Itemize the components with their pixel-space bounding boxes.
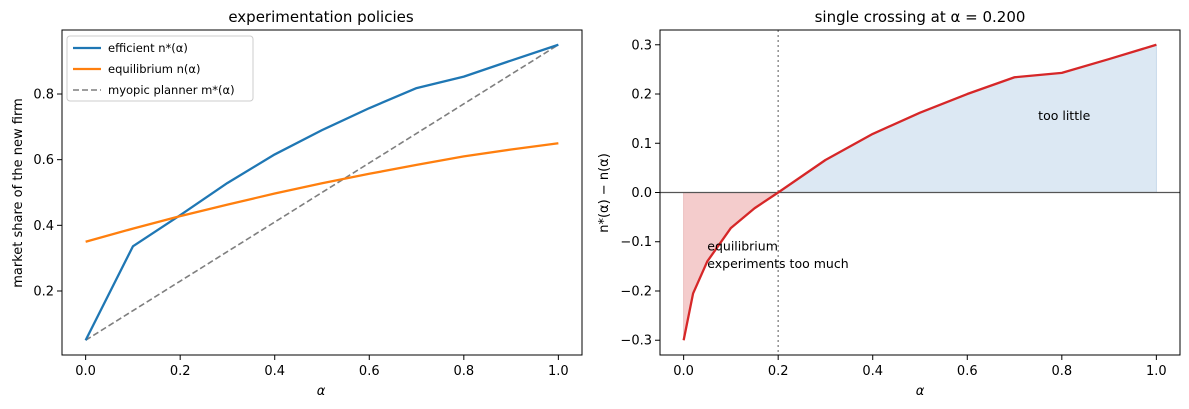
- data-point: [824, 158, 827, 161]
- chart-left-x-axis: 0.0 0.2 0.4 0.6 0.8 1.0: [75, 355, 569, 379]
- annotation-0: too little: [1038, 108, 1090, 123]
- chart-right-y-tick-label: 0.1: [631, 137, 652, 152]
- data-point-1: [509, 148, 512, 151]
- chart-right-annotations: too little equilibrium experiments too muc…: [707, 108, 1090, 271]
- annotation-2: experiments too much: [707, 256, 848, 271]
- data-point-1: [131, 227, 134, 230]
- chart-right-y-label: n*(α) − n(α): [597, 153, 612, 233]
- chart-right-x-tick-label: 1.0: [1146, 364, 1167, 379]
- data-point-0: [273, 153, 276, 156]
- chart-right-x-tick-label: 0.6: [957, 364, 978, 379]
- chart-right-y-tick-label: −0.3: [620, 334, 652, 349]
- chart-right-x-tick-label: 0.2: [768, 364, 789, 379]
- legend-label-1: equilibrium n(α): [108, 62, 200, 76]
- data-point-0: [368, 107, 371, 110]
- legend-label-2: myopic planner m*(α): [108, 83, 235, 97]
- chart-right-y-axis: −0.3 −0.2 −0.1 0.0 0.1 0.2 0.3: [620, 38, 660, 349]
- chart-left-title: experimentation policies: [228, 8, 414, 26]
- chart-right-x-tick-label: 0.0: [673, 364, 694, 379]
- data-point-1: [226, 203, 229, 206]
- data-point-0: [415, 87, 418, 90]
- data-point-0: [84, 339, 87, 342]
- chart-left-x-tick-label: 0.0: [75, 364, 96, 379]
- data-point: [1155, 43, 1158, 46]
- chart-left: experimentation policies 0.0 0.2 0.4 0.6 0.8…: [11, 8, 583, 399]
- data-point: [682, 339, 685, 342]
- data-point-2: [226, 250, 229, 253]
- series-line-2: [85, 44, 559, 341]
- data-point-0: [557, 43, 560, 46]
- data-point-2: [131, 309, 134, 312]
- data-point-1: [462, 155, 465, 158]
- legend-label-0: efficient n*(α): [108, 41, 188, 55]
- chart-right-x-tick-label: 0.4: [862, 364, 883, 379]
- data-point-1: [84, 240, 87, 243]
- chart-left-x-tick-label: 0.6: [359, 364, 380, 379]
- annotation-1: equilibrium: [707, 239, 778, 254]
- data-point-1: [557, 142, 560, 145]
- data-point-2: [462, 102, 465, 105]
- chart-right-y-tick-label: −0.2: [620, 284, 652, 299]
- chart-right-y-tick-label: 0.3: [631, 38, 652, 53]
- data-point: [729, 226, 732, 229]
- data-point-2: [179, 280, 182, 283]
- chart-right: single crossing at α = 0.200 0.0 0.2 0.4 0.…: [597, 8, 1181, 399]
- data-point-1: [273, 192, 276, 195]
- chart-left-legend: efficient n*(α) equilibrium n(α) myopic pl…: [66, 35, 254, 102]
- difference-curve: [682, 43, 1157, 341]
- data-point-0: [226, 181, 229, 184]
- data-point: [1107, 57, 1110, 60]
- data-point: [871, 132, 874, 135]
- data-point: [966, 92, 969, 95]
- chart-right-y-tick-label: 0.0: [631, 186, 652, 201]
- data-point-0: [131, 245, 134, 248]
- chart-right-y-tick-label: 0.2: [631, 88, 652, 103]
- data-point-0: [509, 59, 512, 62]
- chart-left-y-tick-label: 0.6: [33, 153, 54, 168]
- chart-left-y-tick-label: 0.8: [33, 88, 54, 103]
- data-point: [777, 191, 780, 194]
- series-line-0: [84, 43, 559, 341]
- chart-right-plot-area: [660, 30, 1180, 355]
- chart-right-x-axis: 0.0 0.2 0.4 0.6 0.8 1.0: [673, 355, 1167, 379]
- data-point-2: [415, 132, 418, 135]
- data-point-0: [320, 129, 323, 132]
- data-point-2: [273, 220, 276, 223]
- chart-left-y-tick-label: 0.4: [33, 219, 54, 234]
- legend-box: [66, 35, 254, 102]
- series-line-1: [85, 142, 559, 243]
- chart-left-x-label: α: [317, 384, 326, 399]
- data-point: [753, 207, 756, 210]
- chart-right-y-tick-label: −0.1: [620, 235, 652, 250]
- data-point-1: [415, 163, 418, 166]
- data-point-1: [320, 182, 323, 185]
- chart-left-x-tick-label: 0.2: [170, 364, 191, 379]
- chart-left-x-tick-label: 0.4: [264, 364, 285, 379]
- data-point-1: [368, 172, 371, 175]
- chart-left-y-tick-label: 0.2: [33, 284, 54, 299]
- fill-positive-region: [776, 44, 1157, 193]
- chart-right-title: single crossing at α = 0.200: [815, 8, 1026, 26]
- data-point: [1060, 71, 1063, 74]
- chart-left-y-axis: 0.2 0.4 0.6 0.8: [33, 88, 62, 299]
- data-point-1: [179, 215, 182, 218]
- data-point: [691, 292, 694, 295]
- data-point: [1013, 76, 1016, 79]
- data-point-2: [320, 191, 323, 194]
- data-point-0: [462, 75, 465, 78]
- data-point: [918, 111, 921, 114]
- chart-left-y-label: market share of the new firm: [11, 98, 26, 288]
- chart-left-x-tick-label: 0.8: [453, 364, 474, 379]
- chart-left-x-tick-label: 1.0: [548, 364, 569, 379]
- chart-left-frame: [61, 29, 583, 356]
- data-point-2: [509, 73, 512, 76]
- chart-left-plot-area: [84, 43, 560, 342]
- data-point-2: [368, 161, 371, 164]
- chart-right-x-label: α: [916, 384, 925, 399]
- chart-right-x-tick-label: 0.8: [1051, 364, 1072, 379]
